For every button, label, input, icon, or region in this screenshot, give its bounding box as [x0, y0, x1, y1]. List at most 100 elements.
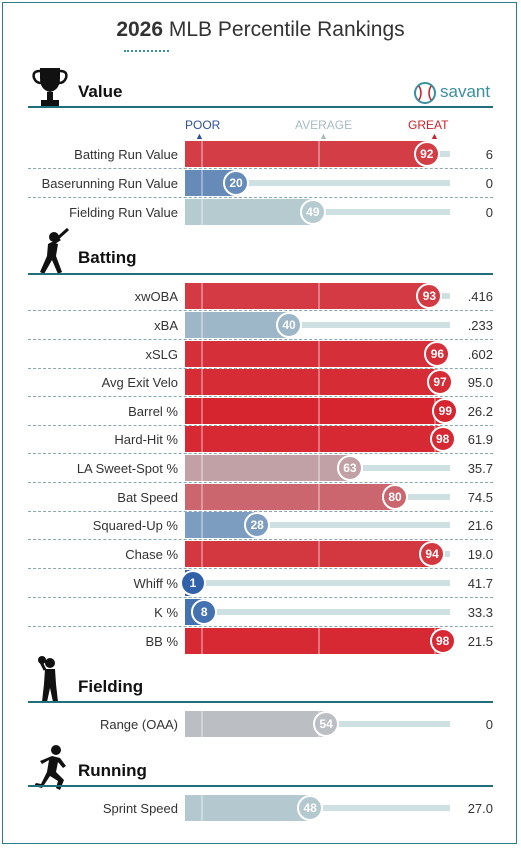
row-divider	[28, 482, 493, 483]
percentile-badge: 98	[429, 628, 456, 654]
average-marker-icon: ▲	[319, 131, 328, 141]
section-title-running: Running	[78, 761, 147, 780]
metric-value: 21.5	[467, 634, 493, 649]
percentile-gridline	[317, 628, 320, 654]
metric-label: Fielding Run Value	[69, 205, 178, 220]
metric-value: 0	[485, 205, 493, 220]
percentile-badge: 40	[276, 312, 302, 338]
percentile-gridline	[200, 541, 203, 567]
percentile-bar	[185, 199, 315, 225]
percentile-badge: 94	[419, 541, 446, 567]
title-year: 2026	[116, 18, 164, 41]
percentile-gridline	[200, 170, 203, 196]
percentile-bar	[185, 341, 440, 367]
section-divider	[28, 273, 493, 275]
row-divider	[28, 511, 493, 512]
percentile-gridline	[200, 455, 203, 481]
metric-value: 41.7	[467, 576, 493, 591]
scale-poor-label: POOR	[185, 118, 221, 132]
metric-value: 26.2	[467, 404, 493, 419]
savant-logo[interactable]: savant	[410, 80, 498, 106]
batter-icon	[40, 228, 70, 274]
percentile-row[interactable]: Baserunning Run Value 20 0	[0, 170, 521, 199]
percentile-gridline	[200, 199, 203, 225]
percentile-row[interactable]: Hard-Hit % 98 61.9	[0, 426, 521, 455]
percentile-bar	[185, 141, 429, 167]
percentile-row[interactable]: Squared-Up % 28 21.6	[0, 512, 521, 541]
percentile-row[interactable]: Barrel % 99 26.2	[0, 398, 521, 427]
percentile-gridline	[317, 484, 320, 510]
metric-label: Chase %	[125, 547, 178, 562]
percentile-bar	[185, 398, 448, 424]
percentile-row[interactable]: xBA 40 .233	[0, 312, 521, 341]
metric-label: Bat Speed	[117, 490, 178, 505]
scale-average-label: AVERAGE	[295, 118, 353, 132]
percentile-bar	[185, 541, 435, 567]
metric-label: Avg Exit Velo	[101, 375, 178, 390]
percentile-badge: 93	[416, 283, 443, 309]
percentile-track	[185, 522, 450, 528]
percentile-gridline	[317, 141, 320, 167]
percentile-row[interactable]: Chase % 94 19.0	[0, 541, 521, 570]
percentile-gridline	[317, 455, 320, 481]
percentile-gridline	[317, 283, 320, 309]
row-divider	[28, 597, 493, 598]
percentile-gridline	[200, 711, 203, 737]
section-divider	[28, 701, 493, 703]
runner-icon	[34, 745, 66, 790]
percentile-badge: 80	[382, 484, 408, 510]
metric-label: Baserunning Run Value	[41, 176, 178, 191]
metric-label: xwOBA	[134, 289, 178, 304]
percentile-gridline	[200, 398, 203, 424]
metric-label: Range (OAA)	[99, 717, 178, 732]
metric-value: 61.9	[467, 432, 493, 447]
scale-great-label: GREAT	[408, 118, 449, 132]
percentile-gridline	[317, 398, 320, 424]
metric-label: Squared-Up %	[92, 518, 178, 533]
metric-value: 33.3	[467, 605, 493, 620]
percentile-gridline	[200, 512, 203, 538]
percentile-row[interactable]: Whiff % 1 41.7	[0, 570, 521, 599]
percentile-row[interactable]: Batting Run Value 92 6	[0, 141, 521, 170]
percentile-row[interactable]: Range (OAA) 54 0	[0, 711, 521, 740]
section-divider	[28, 106, 493, 108]
metric-label: K %	[154, 605, 178, 620]
row-divider	[28, 310, 493, 311]
percentile-gridline	[200, 628, 203, 654]
percentile-badge: 63	[336, 455, 363, 481]
percentile-bar	[185, 426, 445, 452]
percentile-badge: 49	[299, 199, 326, 225]
page-title: 2026 MLB Percentile Rankings	[0, 18, 521, 42]
percentile-bar	[185, 484, 397, 510]
percentile-row[interactable]: Avg Exit Velo 97 95.0	[0, 369, 521, 398]
percentile-row[interactable]: xwOBA 93 .416	[0, 283, 521, 312]
title-text: MLB Percentile Rankings	[163, 18, 405, 41]
metric-value: 74.5	[467, 490, 493, 505]
metric-label: Whiff %	[133, 576, 178, 591]
row-divider	[28, 425, 493, 426]
percentile-row[interactable]: K % 8 33.3	[0, 599, 521, 628]
percentile-gridline	[200, 283, 203, 309]
percentile-gridline	[200, 795, 203, 821]
percentile-row[interactable]: Bat Speed 80 74.5	[0, 484, 521, 513]
row-divider	[28, 539, 493, 540]
metric-label: Hard-Hit %	[114, 432, 178, 447]
percentile-badge: 99	[432, 398, 459, 424]
percentile-gridline	[317, 426, 320, 452]
percentile-gridline	[200, 369, 203, 395]
percentile-row[interactable]: BB % 98 21.5	[0, 628, 521, 657]
percentile-row[interactable]: xSLG 96 .602	[0, 341, 521, 370]
percentile-gridline	[200, 141, 203, 167]
title-underline	[124, 50, 169, 52]
percentile-gridline	[317, 541, 320, 567]
percentile-bar	[185, 711, 329, 737]
percentile-badge: 96	[424, 341, 451, 367]
percentile-gridline	[200, 426, 203, 452]
percentile-badge: 98	[429, 426, 456, 452]
percentile-row[interactable]: Fielding Run Value 49 0	[0, 199, 521, 228]
percentile-bar	[185, 795, 313, 821]
percentile-row[interactable]: Sprint Speed 48 27.0	[0, 795, 521, 824]
percentile-row[interactable]: LA Sweet-Spot % 63 35.7	[0, 455, 521, 484]
metric-value: 35.7	[467, 461, 493, 476]
metric-value: 27.0	[467, 801, 493, 816]
